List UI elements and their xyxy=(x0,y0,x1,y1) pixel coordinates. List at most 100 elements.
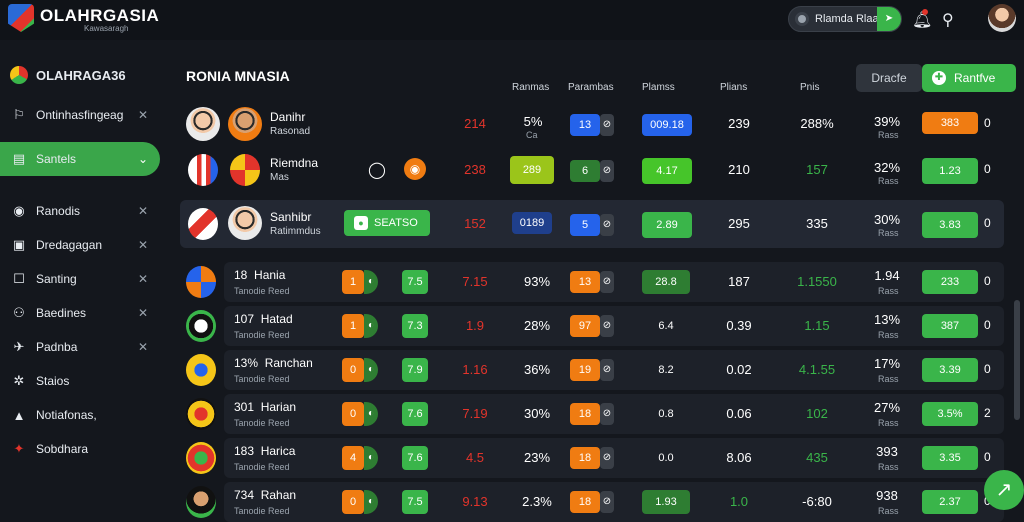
chevron-down-icon[interactable]: ⌄ xyxy=(137,152,148,166)
table-row[interactable]: 107 Hatad Tanodie Reed 1 ◐ 7.3 1.9 28% 9… xyxy=(176,306,1004,346)
stat-chip[interactable]: 7.6 xyxy=(402,402,428,426)
stat-chip[interactable]: 18 xyxy=(570,447,600,469)
table-row[interactable]: 301 Harian Tanodie Reed 0 ◐ 7.6 7.19 30%… xyxy=(176,394,1004,434)
chip-icon: ◐ xyxy=(364,314,378,338)
odds-chip[interactable]: 3.35 xyxy=(922,446,978,470)
value: 0.39 xyxy=(726,318,752,333)
column-header: Plians xyxy=(720,82,748,93)
odds-chip[interactable]: 233 xyxy=(922,270,978,294)
sidebar-item-label: Ranodis xyxy=(36,204,81,218)
close-icon[interactable]: ✕ xyxy=(137,204,148,218)
stat-chip[interactable]: 2.89 xyxy=(642,212,692,238)
target-icon[interactable]: ◉ xyxy=(404,158,426,180)
table-row[interactable]: Danihr Rasonad 214 5% Ca 13 ⊘ 009.18 239… xyxy=(176,104,1004,144)
search-pill[interactable]: Rlamda Rlaai ➤ xyxy=(788,6,902,32)
stat-chip[interactable]: 0 xyxy=(342,490,364,514)
value-sub: Rass xyxy=(878,176,899,186)
stat-chip[interactable]: 0 xyxy=(342,358,364,382)
close-icon[interactable]: ✕ xyxy=(137,238,148,252)
stat-chip[interactable]: 7.5 xyxy=(402,270,428,294)
table-row[interactable]: 183 Harica Tanodie Reed 4 ◐ 7.6 4.5 23% … xyxy=(176,438,1004,478)
sidebar-item-1[interactable]: ▤ Santels ⌄ xyxy=(0,142,160,176)
stat-chip[interactable]: 0.8 xyxy=(658,408,674,420)
stat-chip[interactable]: 7.5 xyxy=(402,490,428,514)
stat-chip[interactable]: 1.93 xyxy=(642,490,690,514)
odds-chip[interactable]: 3.5% xyxy=(922,402,978,426)
stat-chip[interactable]: 18 xyxy=(570,491,600,513)
stat-chip[interactable]: 97 xyxy=(570,315,600,337)
sidebar-item-8[interactable]: ▲ Notiafonas, xyxy=(0,398,160,432)
value-sub: Rass xyxy=(878,374,899,384)
sidebar-item-label: Padnba xyxy=(36,340,78,354)
sidebar-item-3[interactable]: ▣ Dredagagan ✕ xyxy=(0,228,160,262)
green-button[interactable]: ✚ Rantfve xyxy=(922,64,1016,92)
table-row[interactable]: Sanhibr Ratimmdus ● SEATSO 152 0189 5 ⊘ 2… xyxy=(176,200,1004,248)
stat-chip[interactable]: 19 xyxy=(570,359,600,381)
chip-icon: ⊘ xyxy=(600,160,614,182)
value: 335 xyxy=(806,216,828,231)
stat-chip[interactable]: 0 xyxy=(342,402,364,426)
search-icon[interactable]: ⚲ xyxy=(942,12,954,29)
chat-icon[interactable]: ◯ xyxy=(368,162,386,179)
stat-chip[interactable]: 28.8 xyxy=(642,270,690,294)
stat-chip[interactable]: 5 xyxy=(570,214,600,236)
stat-chip[interactable]: 13 xyxy=(570,271,600,293)
stat-chip[interactable]: 1 xyxy=(342,314,364,338)
value: 435 xyxy=(806,450,828,465)
sidebar-item-2[interactable]: ◉ Ranodis ✕ xyxy=(0,194,160,228)
value: 5% xyxy=(523,114,543,129)
stat-chip[interactable]: 7.6 xyxy=(402,446,428,470)
value: 938 xyxy=(876,488,898,503)
stat-chip[interactable]: 4.17 xyxy=(642,158,692,184)
close-icon[interactable]: ✕ xyxy=(137,340,148,354)
scrollbar[interactable] xyxy=(1014,300,1020,420)
value: 13% xyxy=(873,312,901,327)
stat-chip[interactable]: 4 xyxy=(342,446,364,470)
value-sub: Rass xyxy=(878,330,899,340)
sidebar-item-4[interactable]: ☐ Santing ✕ xyxy=(0,262,160,296)
stat-chip[interactable]: 009.18 xyxy=(642,114,692,136)
odds-chip[interactable]: 387 xyxy=(922,314,978,338)
stat-chip[interactable]: 7.3 xyxy=(402,314,428,338)
sidebar-item-7[interactable]: ✲ Staios xyxy=(0,364,160,398)
stat-chip[interactable]: 13 xyxy=(570,114,600,136)
sidebar-item-6[interactable]: ✈ Padnba ✕ xyxy=(0,330,160,364)
odds-chip[interactable]: 3.83 xyxy=(922,212,978,238)
table-row[interactable]: Riemdna Mas ◯ ◉ 238 289 6 ⊘ 4.17 210 157… xyxy=(176,150,1004,190)
stat-chip[interactable]: 289 xyxy=(510,156,554,184)
team-crest-icon xyxy=(230,154,260,186)
stat-chip[interactable]: 1 xyxy=(342,270,364,294)
stat-chip[interactable]: 0.0 xyxy=(658,452,674,464)
close-icon[interactable]: ✕ xyxy=(137,272,148,286)
avatar[interactable] xyxy=(988,4,1016,32)
table-row[interactable]: 734 Rahan Tanodie Reed 0 ◐ 7.5 9.13 2.3%… xyxy=(176,482,1004,522)
stat-chip[interactable]: 18 xyxy=(570,403,600,425)
stat-chip[interactable]: 6.4 xyxy=(658,320,674,332)
table-row[interactable]: 13% Ranchan Tanodie Reed 0 ◐ 7.9 1.16 36… xyxy=(176,350,1004,390)
value-sub: Rass xyxy=(878,130,899,140)
stat-chip[interactable]: 6 xyxy=(570,160,600,182)
odds-chip[interactable]: 2.37 xyxy=(922,490,978,514)
odds-chip[interactable]: 3.39 xyxy=(922,358,978,382)
sidebar-item-9[interactable]: ✦ Sobdhara xyxy=(0,432,160,466)
fab-expand-button[interactable]: ↗ xyxy=(984,470,1024,510)
player-name: Rahan xyxy=(260,488,297,502)
stat-chip[interactable]: 0189 xyxy=(512,212,552,234)
team-crest-icon xyxy=(188,208,218,240)
chip-icon: ◐ xyxy=(364,358,378,382)
close-icon[interactable]: ✕ xyxy=(137,306,148,320)
tag-button[interactable]: ● SEATSO xyxy=(344,210,430,236)
dark-button[interactable]: Dracfe xyxy=(856,64,922,92)
bell-icon[interactable]: 🔔︎ xyxy=(912,12,933,29)
row-number: 734 xyxy=(234,488,255,502)
stat-chip[interactable]: 8.2 xyxy=(658,364,674,376)
close-icon[interactable]: ✕ xyxy=(137,108,148,122)
sidebar-item-5[interactable]: ⚇ Baedines ✕ xyxy=(0,296,160,330)
table-row[interactable]: 18 Hania Tanodie Reed 1 ◐ 7.5 7.15 93% 1… xyxy=(176,262,1004,302)
odds-chip[interactable]: 1.23 xyxy=(922,158,978,184)
arrow-icon[interactable]: ➤ xyxy=(877,7,901,31)
value-sub: Rass xyxy=(878,462,899,472)
sidebar-item-0[interactable]: ⚐ Ontinhasfingeag ✕ xyxy=(0,98,160,132)
stat-chip[interactable]: 7.9 xyxy=(402,358,428,382)
odds-chip[interactable]: 383 xyxy=(922,112,978,134)
